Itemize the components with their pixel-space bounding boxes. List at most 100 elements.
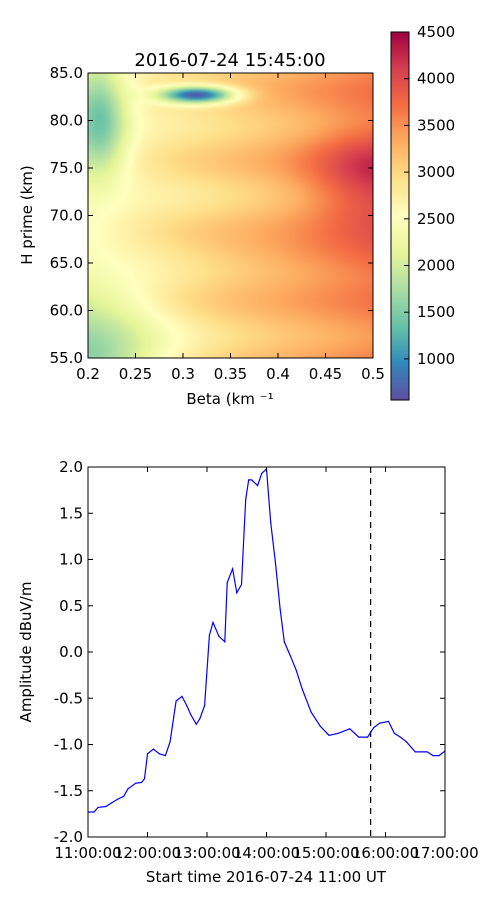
- amplitude-point: [367, 736, 369, 738]
- line-chart-y-tick-label: 1.5: [59, 504, 83, 522]
- line-chart-ylabel: Amplitude dBuV/m: [17, 582, 35, 723]
- amplitude-point: [218, 635, 220, 637]
- colorbar-ticks: 1000 1500 2000 2500 3000 3500 4000 4500: [404, 23, 455, 368]
- amplitude-point: [143, 778, 146, 780]
- amplitude-point: [426, 751, 428, 753]
- heatmap-x-tick-label: 0.5: [361, 365, 385, 383]
- amplitude-point: [319, 725, 321, 727]
- heatmap-y-tick-label: 65.0: [50, 254, 83, 272]
- colorbar-tick-label: 4500: [417, 23, 455, 41]
- amplitude-point: [135, 782, 137, 784]
- amplitude-series-line: [88, 467, 446, 813]
- amplitude-point: [245, 498, 247, 500]
- line-chart-x-ticks: 11:00:0012:00:0013:00:0014:00:0015:00:00…: [54, 467, 479, 862]
- heatmap-image: [88, 73, 373, 358]
- line-chart-y-tick-label: -2.0: [54, 828, 83, 846]
- amplitude-point: [414, 751, 416, 753]
- amplitude-point: [123, 795, 125, 797]
- heatmap-y-tick-label: 75.0: [50, 159, 83, 177]
- amplitude-point: [420, 751, 422, 753]
- heatmap-y-tick-label: 80.0: [50, 112, 83, 130]
- amplitude-point: [274, 561, 277, 563]
- line-chart-y-ticks: -2.0 -1.5 -1.0 -0.5 0.0 0.5 1.0 1.5 2.0: [54, 458, 445, 846]
- amplitude-point: [337, 732, 339, 735]
- amplitude-point: [256, 484, 259, 487]
- heatmap-y-tick-label: 60.0: [50, 302, 83, 320]
- heatmap-x-ticks: 0.2 0.25 0.3 0.35 0.4 0.45 0.5: [76, 73, 385, 383]
- colorbar-tick-label: 1000: [417, 350, 455, 368]
- heatmap-title: 2016-07-24 15:45:00: [134, 50, 325, 71]
- amplitude-point: [432, 755, 434, 757]
- amplitude-point: [393, 732, 396, 735]
- amplitude-point: [240, 583, 243, 586]
- line-chart-y-tick-label: 0.5: [59, 597, 83, 615]
- amplitude-point: [283, 641, 285, 643]
- colorbar-tick-label: 2000: [417, 257, 455, 275]
- line-chart-x-tick-label: 13:00:00: [173, 844, 240, 862]
- amplitude-point: [289, 655, 291, 657]
- amplitude-series-points: [87, 468, 446, 813]
- amplitude-point: [164, 755, 166, 757]
- amplitude-point: [204, 705, 206, 707]
- amplitude-point: [328, 734, 330, 736]
- amplitude-point: [175, 700, 177, 702]
- amplitude-point: [93, 811, 95, 813]
- amplitude-point: [105, 805, 107, 808]
- heatmap-y-tick-label: 70.0: [50, 207, 83, 225]
- amplitude-point: [224, 641, 226, 643]
- amplitude-point: [111, 802, 113, 804]
- amplitude-point: [169, 741, 171, 743]
- line-chart-x-tick-label: 12:00:00: [114, 844, 181, 862]
- heatmap-y-tick-label: 85.0: [50, 64, 83, 82]
- amplitude-point: [199, 718, 201, 720]
- colorbar-tick-label: 3500: [417, 116, 455, 134]
- amplitude-point: [117, 798, 119, 800]
- amplitude-point: [236, 592, 238, 594]
- heatmap-xlabel: Beta (km ⁻¹: [186, 390, 273, 408]
- heatmap-ylabel: H prime (km): [18, 165, 36, 265]
- amplitude-point: [190, 714, 192, 716]
- amplitude-point: [146, 753, 149, 755]
- line-chart-x-tick-label: 16:00:00: [352, 844, 419, 862]
- amplitude-point: [310, 711, 312, 713]
- heatmap-y-tick-label: 55.0: [50, 349, 83, 367]
- line-chart-x-tick-label: 14:00:00: [233, 844, 300, 862]
- amplitude-point: [295, 669, 297, 672]
- amplitude-point: [181, 695, 183, 698]
- amplitude-point: [358, 736, 360, 738]
- amplitude-point: [405, 741, 407, 743]
- amplitude-point: [378, 722, 381, 724]
- line-chart-y-tick-label: -1.5: [54, 782, 83, 800]
- amplitude-point: [152, 748, 155, 750]
- line-chart-y-tick-label: -0.5: [54, 689, 83, 707]
- line-chart-y-tick-label: -1.0: [54, 736, 83, 754]
- line-chart-x-tick-label: 15:00:00: [292, 844, 359, 862]
- amplitude-point: [270, 521, 272, 524]
- amplitude-point: [301, 688, 303, 690]
- amplitude-point: [186, 705, 188, 707]
- heatmap-y-ticks: 55.0 60.0 65.0 70.0 75.0 80.0 85.0: [50, 64, 373, 367]
- amplitude-point: [127, 788, 129, 790]
- heatmap-x-tick-label: 0.3: [171, 365, 195, 383]
- colorbar-tick-label: 4000: [417, 70, 455, 88]
- amplitude-point: [226, 582, 228, 584]
- line-chart-y-tick-label: 2.0: [59, 458, 83, 476]
- colorbar-tick-label: 3000: [417, 163, 455, 181]
- amplitude-point: [248, 479, 250, 481]
- amplitude-point: [261, 472, 263, 475]
- amplitude-point: [140, 781, 143, 784]
- colorbar: [390, 31, 410, 401]
- line-chart-y-tick-label: 0.0: [59, 643, 83, 661]
- amplitude-point: [373, 727, 375, 729]
- line-chart-x-tick-label: 11:00:00: [54, 844, 121, 862]
- heatmap-x-tick-label: 0.45: [309, 365, 342, 383]
- amplitude-point: [208, 634, 210, 636]
- amplitude-point: [349, 728, 351, 730]
- amplitude-point: [231, 568, 234, 570]
- heatmap-x-tick-label: 0.25: [119, 365, 152, 383]
- amplitude-point: [387, 720, 390, 722]
- amplitude-point: [158, 753, 160, 755]
- amplitude-point: [399, 736, 401, 738]
